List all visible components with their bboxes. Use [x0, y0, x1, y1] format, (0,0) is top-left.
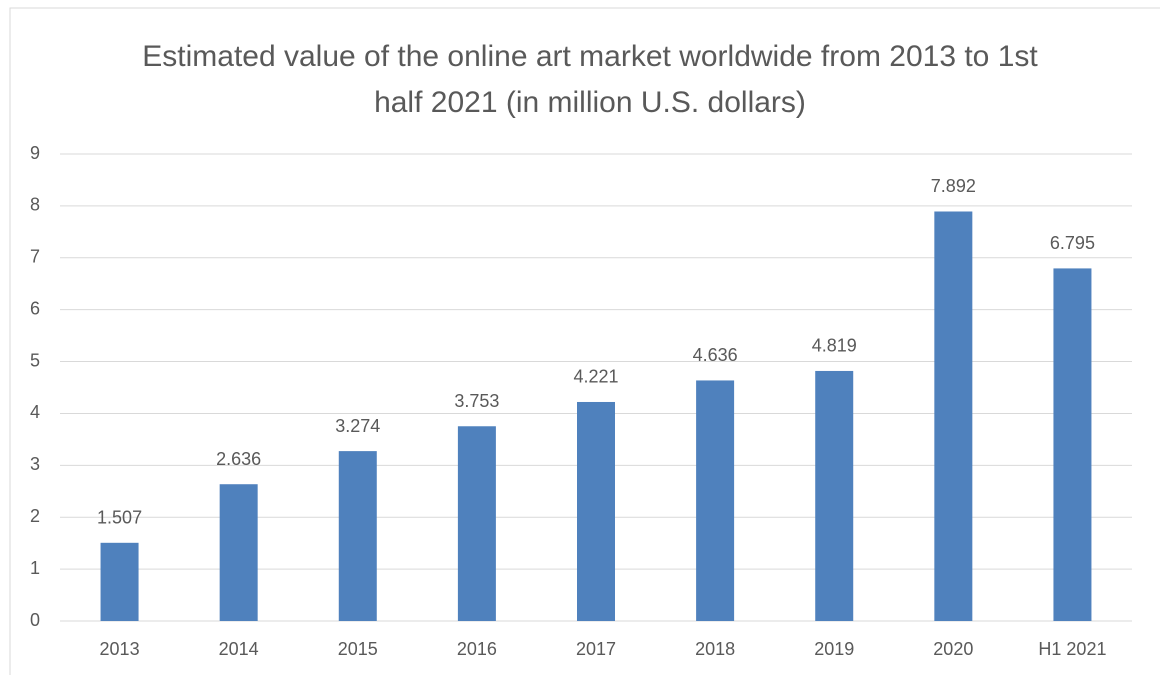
y-tick-label: 5: [30, 350, 40, 370]
y-tick-label: 7: [30, 247, 40, 267]
y-tick-label: 4: [30, 402, 40, 422]
data-label: 3.274: [335, 416, 380, 436]
bar: [219, 484, 258, 621]
bar: [1053, 268, 1092, 621]
x-tick-label: 2014: [219, 639, 259, 659]
y-tick-label: 0: [30, 610, 40, 630]
y-tick-label: 2: [30, 506, 40, 526]
bar: [457, 426, 496, 621]
bar: [338, 451, 377, 621]
data-label: 3.753: [454, 391, 499, 411]
data-label: 7.892: [931, 176, 976, 196]
y-tick-label: 9: [30, 143, 40, 163]
bar: [696, 380, 735, 621]
x-tick-label: 2015: [338, 639, 378, 659]
bar: [815, 370, 854, 621]
chart-border: [9, 7, 1160, 675]
bar: [100, 542, 139, 621]
bar: [577, 401, 615, 621]
data-label: 4.636: [693, 345, 738, 365]
x-tick-label: 2017: [576, 639, 616, 659]
x-tick-label: 2016: [457, 639, 497, 659]
data-label: 6.795: [1050, 233, 1095, 253]
data-label: 1.507: [97, 508, 142, 528]
chart-title: Estimated value of the online art market…: [142, 40, 1038, 119]
data-label: 4.221: [573, 367, 618, 387]
y-tick-label: 8: [30, 195, 40, 215]
x-tick-label: H1 2021: [1038, 639, 1106, 659]
data-label: 2.636: [216, 449, 261, 469]
x-tick-label: 2018: [695, 639, 735, 659]
bar: [934, 211, 973, 621]
y-tick-label: 6: [30, 298, 40, 318]
x-tick-label: 2020: [933, 639, 973, 659]
y-tick-label: 3: [30, 454, 40, 474]
y-tick-label: 1: [30, 558, 40, 578]
x-tick-label: 2019: [814, 639, 854, 659]
x-tick-label: 2013: [100, 639, 140, 659]
data-label: 4.819: [812, 336, 857, 356]
